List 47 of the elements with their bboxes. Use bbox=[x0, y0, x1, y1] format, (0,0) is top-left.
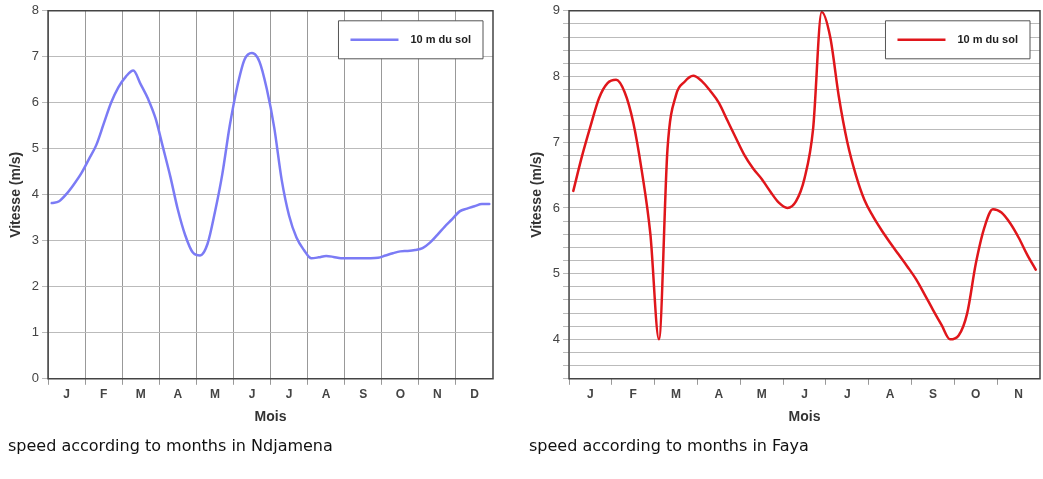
legend-label: 10 m du sol bbox=[410, 32, 472, 45]
line-series bbox=[572, 10, 1037, 341]
y-tick-label: 8 bbox=[31, 2, 40, 18]
x-tick-label: J bbox=[587, 387, 594, 402]
x-tick-label: J bbox=[248, 387, 256, 402]
x-tick-label: J bbox=[63, 387, 70, 402]
y-tick-label: 0 bbox=[31, 370, 40, 386]
y-tick-label: 9 bbox=[552, 2, 561, 18]
x-tick-label: M bbox=[756, 387, 767, 402]
x-tick-label: M bbox=[671, 387, 682, 402]
y-tick-label: 3 bbox=[31, 232, 40, 248]
x-tick-label: F bbox=[629, 387, 637, 402]
legend-label: 10 m du sol bbox=[957, 32, 1019, 45]
y-tick-label: 2 bbox=[31, 278, 40, 294]
y-tick-label: 6 bbox=[31, 94, 40, 110]
x-tick-label: O bbox=[971, 387, 981, 402]
x-tick-label: S bbox=[928, 387, 937, 402]
x-tick-label: A bbox=[714, 387, 724, 402]
y-tick-label: 8 bbox=[552, 68, 561, 84]
x-tick-label: N bbox=[1014, 387, 1023, 402]
x-tick-label: M bbox=[209, 387, 220, 402]
x-tick-label: A bbox=[321, 387, 331, 402]
x-tick-label: D bbox=[470, 387, 480, 402]
x-tick-label: J bbox=[843, 387, 851, 402]
y-tick-label: 5 bbox=[31, 140, 40, 156]
y-tick-label: 1 bbox=[31, 324, 40, 340]
x-tick-label: J bbox=[285, 387, 293, 402]
y-tick-label: 4 bbox=[552, 330, 561, 346]
x-tick-label: A bbox=[173, 387, 183, 402]
y-axis-title: Vitesse (m/s) bbox=[7, 151, 24, 238]
y-axis-title: Vitesse (m/s) bbox=[528, 151, 545, 238]
y-tick-label: 6 bbox=[552, 199, 561, 215]
x-axis-title: Mois bbox=[254, 408, 287, 425]
y-tick-label: 7 bbox=[31, 48, 40, 64]
x-tick-label: O bbox=[395, 387, 405, 402]
x-axis-title: Mois bbox=[788, 408, 821, 425]
x-tick-label: N bbox=[433, 387, 442, 402]
y-tick-label: 5 bbox=[552, 265, 561, 281]
text: speed according to months in Ndjamena bbox=[8, 436, 334, 455]
x-tick-label: A bbox=[885, 387, 895, 402]
y-tick-label: 7 bbox=[552, 133, 561, 149]
x-tick-label: J bbox=[801, 387, 808, 402]
x-tick-label: F bbox=[99, 387, 108, 402]
y-tick-label: 4 bbox=[31, 186, 40, 202]
text: speed according to months in Faya bbox=[529, 436, 810, 455]
x-tick-label: M bbox=[135, 387, 146, 402]
x-tick-label: S bbox=[359, 387, 368, 402]
